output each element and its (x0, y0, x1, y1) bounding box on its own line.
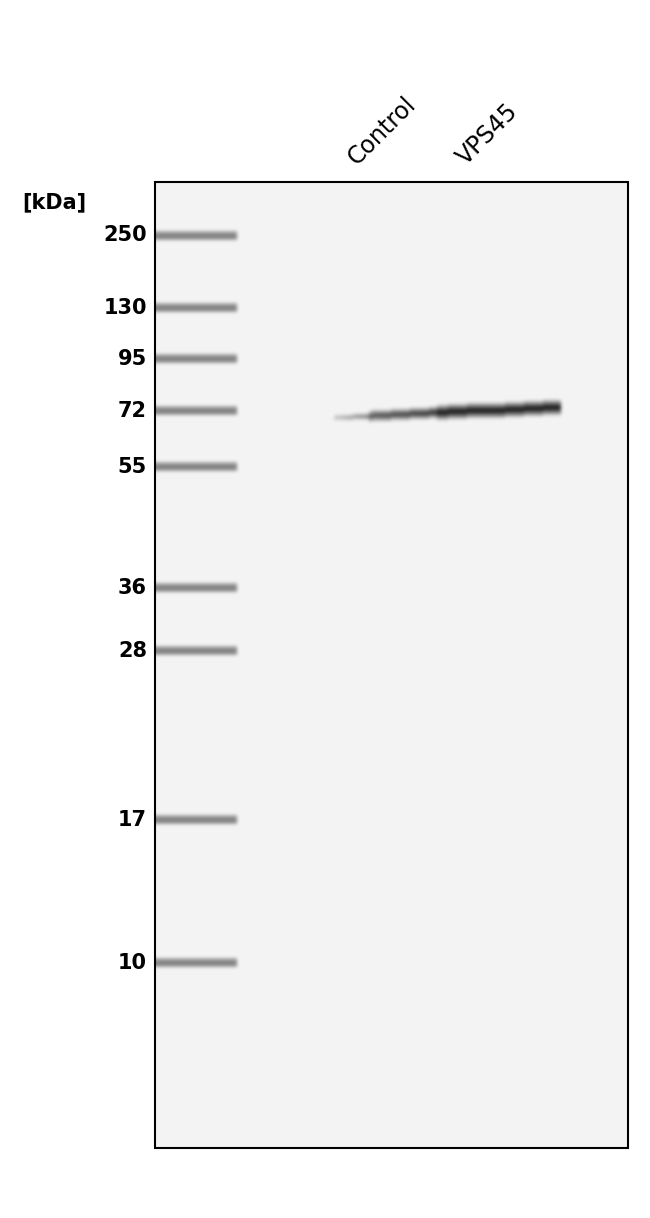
Text: 36: 36 (118, 577, 147, 598)
Text: 130: 130 (103, 297, 147, 318)
Text: Control: Control (344, 93, 421, 171)
Text: 55: 55 (118, 457, 147, 477)
Text: [kDa]: [kDa] (22, 192, 86, 212)
Text: VPS45: VPS45 (452, 100, 523, 171)
Text: 17: 17 (118, 810, 147, 829)
Text: 28: 28 (118, 641, 147, 660)
Text: 10: 10 (118, 952, 147, 972)
Text: 72: 72 (118, 401, 147, 421)
Bar (155, 181, 628, 1149)
Text: 95: 95 (118, 348, 147, 369)
Text: 250: 250 (103, 225, 147, 245)
